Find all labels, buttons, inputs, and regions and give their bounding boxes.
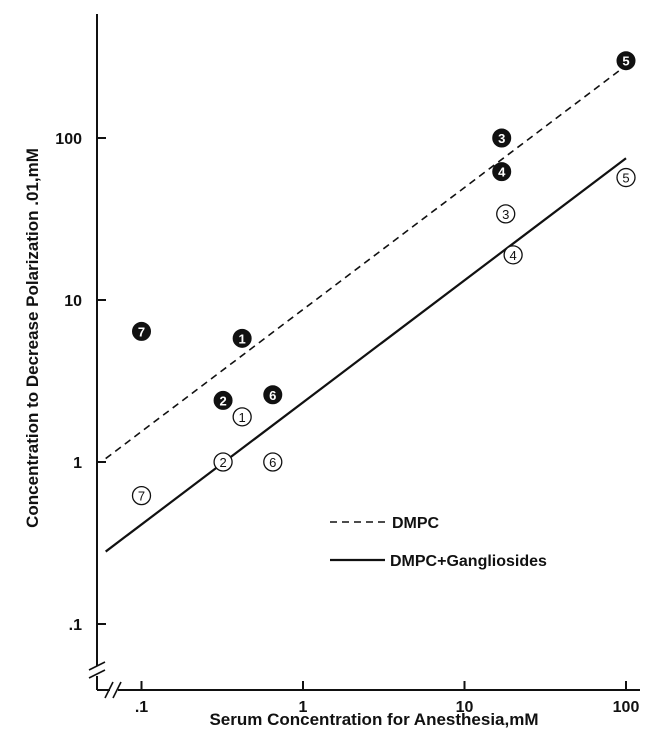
point-label: 7 bbox=[138, 489, 145, 504]
dmpc-gangliosides-point-6: 6 bbox=[263, 452, 283, 472]
point-label: 3 bbox=[502, 207, 509, 222]
dmpc-gangliosides-point-2: 2 bbox=[213, 452, 233, 472]
legend-entry-dmpc-gangliosides: DMPC+Gangliosides bbox=[330, 553, 547, 570]
dmpc-gangliosides-point-4: 4 bbox=[503, 245, 523, 265]
point-label: 7 bbox=[138, 324, 145, 339]
legend-entry-dmpc: DMPC bbox=[330, 515, 440, 532]
plot-lines bbox=[105, 64, 627, 553]
fit-line-dmpc bbox=[105, 64, 627, 460]
dmpc-point-5: 5 bbox=[616, 51, 636, 71]
dmpc-point-1: 1 bbox=[232, 328, 252, 348]
y-tick-label: .1 bbox=[69, 617, 82, 634]
x-axis-label: Serum Concentration for Anesthesia,mM bbox=[209, 710, 538, 729]
legend-label-dmpc: DMPC bbox=[392, 515, 440, 532]
point-label: 6 bbox=[269, 455, 276, 470]
axes bbox=[88, 14, 640, 699]
point-label: 4 bbox=[509, 248, 516, 263]
point-label: 2 bbox=[219, 455, 226, 470]
legend: DMPC DMPC+Gangliosides bbox=[330, 515, 547, 570]
point-label: 3 bbox=[498, 131, 505, 146]
dmpc-gangliosides-point-3: 3 bbox=[496, 204, 516, 224]
point-label: 5 bbox=[622, 171, 629, 186]
dmpc-point-4: 4 bbox=[492, 162, 512, 182]
y-axis-label: Concentration to Decrease Polarization .… bbox=[23, 148, 42, 528]
y-tick-label: 100 bbox=[55, 131, 82, 148]
x-tick-label: 100 bbox=[613, 699, 640, 716]
point-label: 5 bbox=[622, 54, 629, 69]
y-tick-label: 10 bbox=[64, 293, 82, 310]
y-tick-label: 1 bbox=[73, 455, 82, 472]
point-label: 6 bbox=[269, 388, 276, 403]
point-label: 4 bbox=[498, 165, 506, 180]
dmpc-point-3: 3 bbox=[492, 128, 512, 148]
dmpc-gangliosides-point-7: 7 bbox=[131, 485, 152, 506]
fit-line-dmpc-gangliosides bbox=[105, 157, 627, 553]
x-tick-label: 1 bbox=[299, 699, 308, 716]
dmpc-point-2: 2 bbox=[213, 390, 233, 410]
dmpc-gangliosides-point-1: 1 bbox=[232, 407, 252, 427]
x-ticks: .1 1 10 100 bbox=[135, 681, 640, 716]
point-label: 1 bbox=[239, 331, 246, 346]
point-label: 1 bbox=[239, 410, 246, 425]
y-axis-break-icon bbox=[88, 661, 106, 679]
x-axis-break-icon bbox=[104, 681, 122, 699]
dmpc-point-7: 7 bbox=[132, 321, 151, 341]
x-tick-label: .1 bbox=[135, 699, 148, 716]
x-tick-label: 10 bbox=[456, 699, 474, 716]
point-label: 2 bbox=[219, 393, 226, 408]
dmpc-gangliosides-point-5: 5 bbox=[616, 167, 636, 188]
legend-label-dmpc-gangliosides: DMPC+Gangliosides bbox=[390, 553, 547, 570]
y-ticks: .1 1 10 100 bbox=[55, 131, 106, 634]
dmpc-point-6: 6 bbox=[263, 385, 283, 405]
